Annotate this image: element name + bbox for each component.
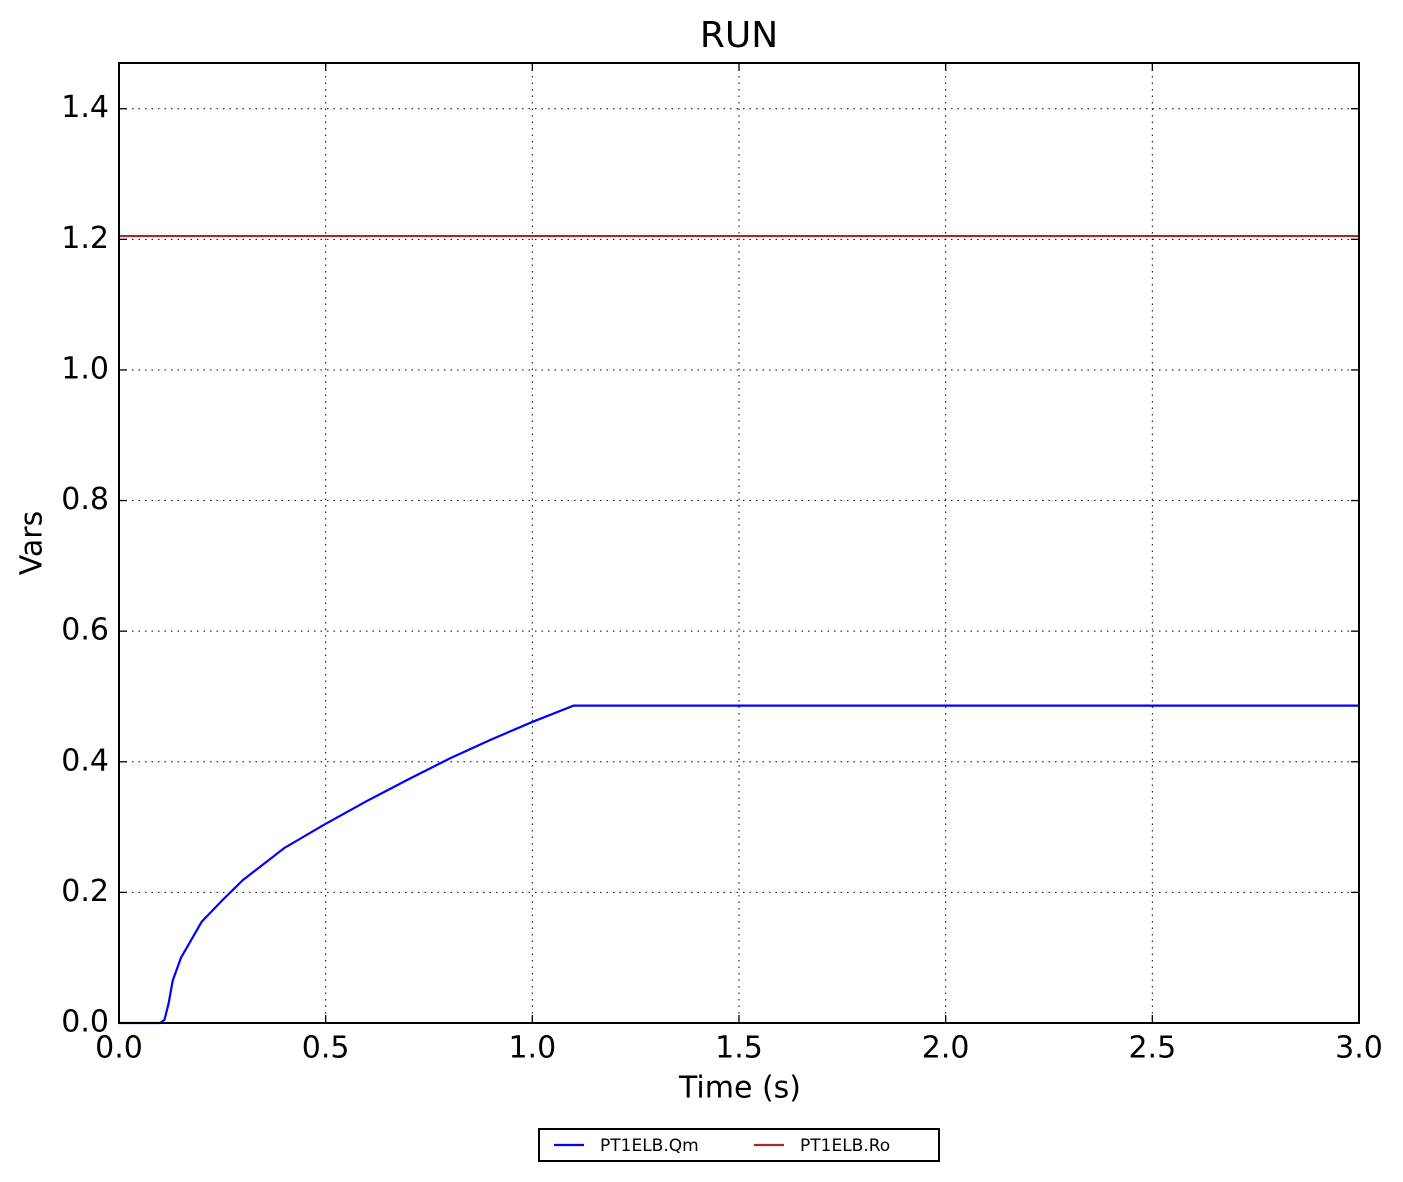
y-tick-label: 0.6 (61, 613, 109, 648)
legend-label: PT1ELB.Qm (600, 1136, 699, 1156)
data-line (119, 704, 1359, 1025)
y-tick-label: 1.0 (61, 351, 109, 386)
y-tick-label: 0.0 (61, 1005, 109, 1040)
legend: PT1ELB.Qm PT1ELB.Ro (538, 1128, 940, 1162)
x-tick-label: 3.0 (1335, 1031, 1383, 1066)
y-tick-label: 1.4 (61, 90, 109, 125)
legend-label: PT1ELB.Ro (800, 1136, 890, 1156)
x-tick-label: 0.0 (95, 1031, 143, 1066)
plot-frame (118, 62, 1360, 1024)
x-tick-label: 1.0 (508, 1031, 556, 1066)
x-tick-label: 2.0 (922, 1031, 970, 1066)
x-axis-label: Time (s) (678, 1071, 801, 1106)
legend-box (538, 1128, 940, 1162)
y-tick-label: 1.2 (61, 221, 109, 256)
y-tick-label: 0.2 (61, 874, 109, 909)
x-tick-label: 2.5 (1128, 1031, 1176, 1066)
y-axis-label: Vars (15, 511, 50, 576)
x-tick-label: 0.5 (302, 1031, 350, 1066)
y-tick-label: 0.8 (61, 482, 109, 517)
x-tick-label: 1.5 (715, 1031, 763, 1066)
y-tick-label: 0.4 (61, 743, 109, 778)
chart-title: RUN (700, 15, 778, 56)
